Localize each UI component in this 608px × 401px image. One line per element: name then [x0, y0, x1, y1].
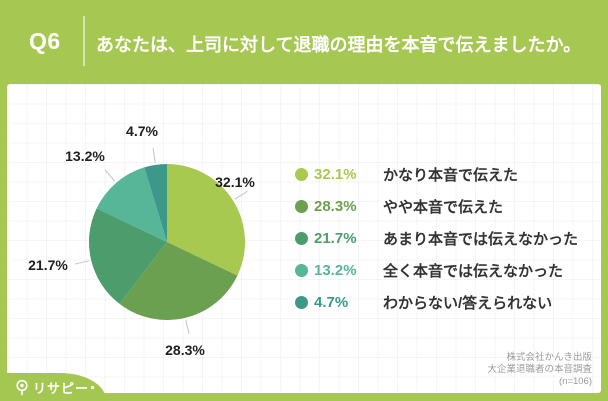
logo-text: リサピー: [33, 380, 90, 396]
legend-label: わからない/答えられない: [383, 294, 553, 312]
leader-line: [74, 260, 90, 265]
source-credit: 株式会社かんき出版 大企業退職者の本音調査 (n=106): [487, 352, 592, 388]
question-header: Q6 あなたは、上司に対して退職の理由を本音で伝えましたか。: [0, 0, 608, 84]
leader-line: [104, 169, 116, 182]
legend-dot-icon: [295, 199, 308, 213]
legend-percent: 32.1%: [314, 165, 357, 183]
legend-label: あまり本音では伝えなかった: [383, 230, 579, 248]
pie-value-label: 28.3%: [165, 342, 205, 358]
legend-item: 21.7% あまり本音では伝えなかった: [295, 222, 578, 254]
legend-item: 32.1% かなり本音で伝えた: [295, 158, 578, 190]
header-divider: [83, 16, 85, 66]
source-line: 株式会社かんき出版: [506, 352, 592, 363]
leader-line: [152, 147, 156, 163]
risapy-logo-badge: リサピー: [0, 373, 106, 401]
legend-item: 28.3% やや本音で伝えた: [295, 190, 578, 222]
pie-value-label: 21.7%: [28, 257, 68, 273]
pie-slice-2: [88, 208, 167, 304]
legend-percent: 4.7%: [314, 293, 349, 311]
legend-label: 全く本音では伝えなかった: [383, 262, 564, 280]
leader-line: [185, 319, 190, 335]
pie-value-label: 32.1%: [215, 174, 255, 190]
legend-dot-icon: [295, 231, 308, 245]
magnifier-pin-icon: [16, 379, 28, 395]
legend: 32.1% かなり本音で伝えた 28.3% やや本音で伝えた 21.7% あまり…: [295, 158, 578, 318]
pie-chart: [74, 147, 248, 335]
sample-size: (n=106): [558, 376, 592, 387]
pie-slice-1: [119, 242, 238, 320]
pie-slice-3: [96, 167, 167, 242]
legend-percent: 28.3%: [314, 197, 357, 215]
legend-dot-icon: [295, 167, 308, 181]
question-text: あなたは、上司に対して退職の理由を本音で伝えましたか。: [96, 35, 582, 55]
pie-slice-4: [144, 164, 167, 242]
source-line: 大企業退職者の本音調査: [487, 364, 592, 375]
legend-item: 4.7% わからない/答えられない: [295, 286, 578, 318]
leader-line: [234, 190, 248, 200]
legend-percent: 21.7%: [314, 229, 357, 247]
pie-value-label: 13.2%: [65, 148, 105, 164]
legend-percent: 13.2%: [314, 261, 357, 279]
legend-item: 13.2% 全く本音では伝えなかった: [295, 254, 578, 286]
question-number: Q6: [29, 28, 61, 54]
logo-dot: [91, 385, 95, 389]
legend-label: かなり本音で伝えた: [383, 166, 519, 184]
legend-label: やや本音で伝えた: [383, 198, 504, 216]
legend-dot-icon: [295, 295, 308, 309]
pie-slice-0: [167, 164, 246, 276]
chart-panel: 32.1% 28.3% 21.7% 13.2% 4.7% 32.1% かなり本音…: [7, 84, 601, 393]
legend-dot-icon: [295, 263, 308, 277]
pie-value-label: 4.7%: [126, 123, 158, 139]
